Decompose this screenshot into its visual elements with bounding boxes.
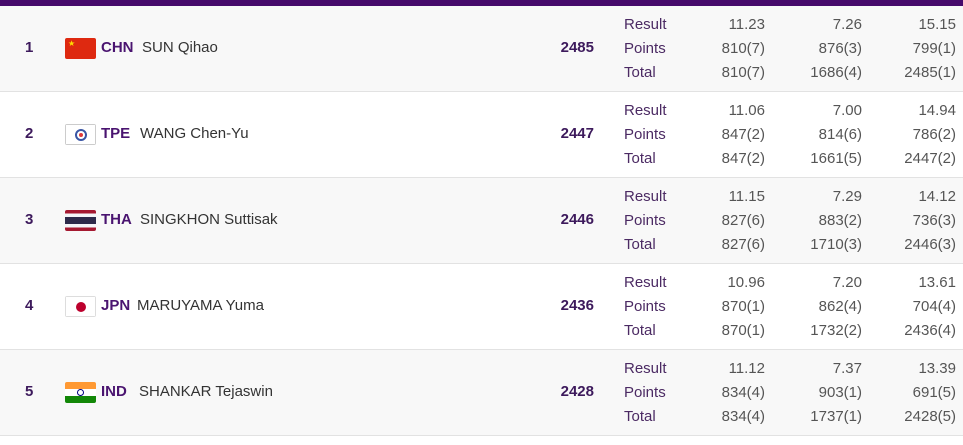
india-flag-icon <box>65 382 96 403</box>
result-value: 11.23 <box>728 16 765 33</box>
points-value: 903(1) <box>818 384 862 401</box>
athlete-name[interactable]: SUN Qihao <box>142 39 218 56</box>
total-score: 2446 <box>560 211 594 228</box>
result-label: Result <box>624 274 667 291</box>
total-value: 834(4) <box>721 408 765 425</box>
total-value: 1661(5) <box>810 150 862 167</box>
result-value: 10.96 <box>727 274 765 291</box>
rank: 2 <box>25 125 34 142</box>
thailand-flag-icon <box>65 210 96 231</box>
result-value: 13.61 <box>918 274 956 291</box>
points-value: 786(2) <box>912 126 956 143</box>
total-value: 810(7) <box>721 64 765 81</box>
points-value: 862(4) <box>818 298 862 315</box>
total-label: Total <box>624 322 656 339</box>
total-score: 2428 <box>560 383 594 400</box>
points-value: 799(1) <box>912 40 956 57</box>
athlete-row[interactable]: 5 IND SHANKAR Tejaswin 2428 Result 11.12 7.… <box>0 350 963 436</box>
athlete-row[interactable]: 4 JPN MARUYAMA Yuma 2436 Result 10.96 7.20 1… <box>0 264 963 350</box>
result-label: Result <box>624 102 667 119</box>
result-value: 7.26 <box>832 16 862 33</box>
total-value: 827(6) <box>721 236 765 253</box>
noc-code: IND <box>101 383 127 400</box>
result-label: Result <box>624 16 667 33</box>
points-label: Points <box>624 298 666 315</box>
points-value: 736(3) <box>912 212 956 229</box>
result-value: 7.00 <box>832 102 862 119</box>
points-value: 691(5) <box>912 384 956 401</box>
athlete-row[interactable]: 1 ★ CHN SUN Qihao 2485 Result 11.23 7.26 15.… <box>0 6 963 92</box>
total-value: 2447(2) <box>904 150 956 167</box>
points-label: Points <box>624 126 666 143</box>
result-value: 11.15 <box>728 188 765 205</box>
total-value: 2485(1) <box>904 64 956 81</box>
result-label: Result <box>624 360 667 377</box>
total-label: Total <box>624 408 656 425</box>
result-value: 14.12 <box>918 188 956 205</box>
athlete-name[interactable]: SINGKHON Suttisak <box>140 211 278 228</box>
result-value: 13.39 <box>918 360 956 377</box>
total-value: 1686(4) <box>810 64 862 81</box>
points-label: Points <box>624 384 666 401</box>
athlete-name[interactable]: WANG Chen-Yu <box>140 125 249 142</box>
points-value: 847(2) <box>721 126 765 143</box>
points-value: 876(3) <box>818 40 862 57</box>
athlete-name[interactable]: SHANKAR Tejaswin <box>139 383 273 400</box>
rank: 4 <box>25 297 34 314</box>
total-value: 2428(5) <box>904 408 956 425</box>
noc-code: JPN <box>101 297 131 314</box>
top-bar <box>0 0 963 6</box>
total-score: 2436 <box>560 297 594 314</box>
result-value: 7.20 <box>832 274 862 291</box>
total-score: 2485 <box>560 39 594 56</box>
points-value: 814(6) <box>818 126 862 143</box>
noc-code: CHN <box>101 39 134 56</box>
rank: 1 <box>25 39 34 56</box>
result-value: 7.37 <box>832 360 862 377</box>
points-value: 870(1) <box>721 298 765 315</box>
total-score: 2447 <box>560 125 594 142</box>
points-value: 810(7) <box>721 40 765 57</box>
total-value: 870(1) <box>721 322 765 339</box>
chinese-taipei-flag-icon <box>65 124 96 145</box>
total-value: 1737(1) <box>810 408 862 425</box>
result-value: 11.06 <box>728 102 765 119</box>
result-value: 15.15 <box>918 16 956 33</box>
japan-flag-icon <box>65 296 96 317</box>
athlete-name[interactable]: MARUYAMA Yuma <box>137 297 264 314</box>
total-label: Total <box>624 150 656 167</box>
points-value: 834(4) <box>721 384 765 401</box>
total-label: Total <box>624 64 656 81</box>
result-label: Result <box>624 188 667 205</box>
points-value: 883(2) <box>818 212 862 229</box>
total-value: 1710(3) <box>810 236 862 253</box>
total-value: 1732(2) <box>810 322 862 339</box>
rank: 3 <box>25 211 34 228</box>
noc-code: THA <box>101 211 132 228</box>
total-value: 2446(3) <box>904 236 956 253</box>
points-value: 704(4) <box>912 298 956 315</box>
athlete-row[interactable]: 3 THA SINGKHON Suttisak 2446 Result 11.15 7… <box>0 178 963 264</box>
result-value: 14.94 <box>918 102 956 119</box>
results-table: 1 ★ CHN SUN Qihao 2485 Result 11.23 7.26 15.… <box>0 6 963 436</box>
total-value: 847(2) <box>721 150 765 167</box>
points-label: Points <box>624 40 666 57</box>
china-flag-icon: ★ <box>65 38 96 59</box>
points-label: Points <box>624 212 666 229</box>
total-value: 2436(4) <box>904 322 956 339</box>
noc-code: TPE <box>101 125 131 142</box>
total-label: Total <box>624 236 656 253</box>
rank: 5 <box>25 383 34 400</box>
points-value: 827(6) <box>721 212 765 229</box>
result-value: 7.29 <box>832 188 862 205</box>
result-value: 11.12 <box>728 360 765 377</box>
athlete-row[interactable]: 2 TPE WANG Chen-Yu 2447 Result 11.06 7.00 14… <box>0 92 963 178</box>
